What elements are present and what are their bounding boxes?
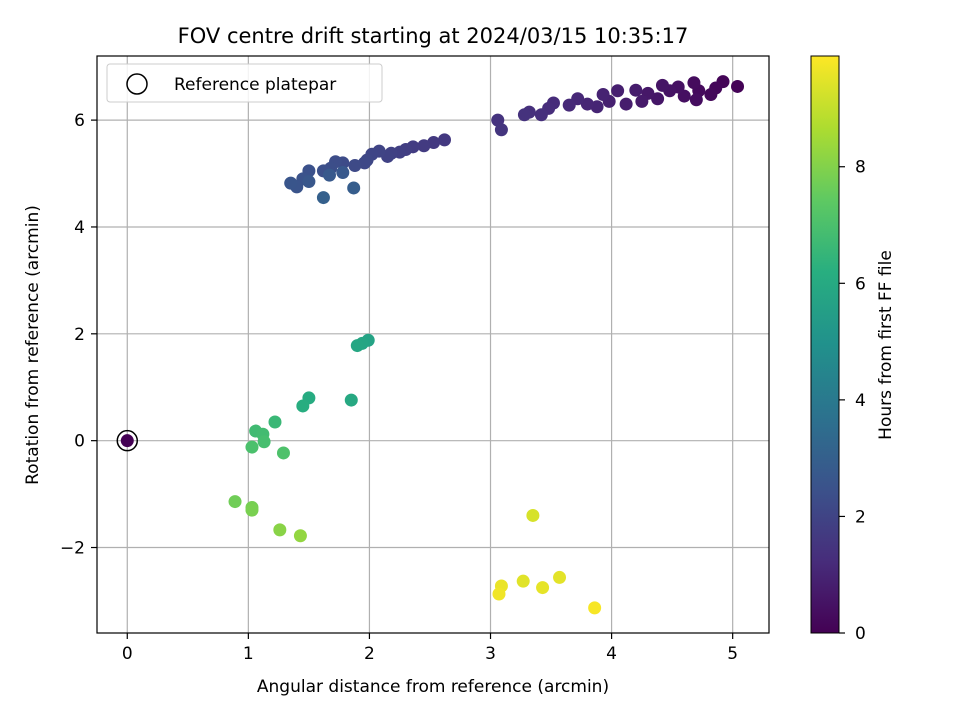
data-point bbox=[344, 393, 358, 407]
legend-entry-reference: Reference platepar bbox=[174, 75, 336, 95]
data-point bbox=[296, 399, 310, 413]
x-axis-label: Angular distance from reference (arcmin) bbox=[257, 677, 609, 697]
data-point bbox=[293, 529, 307, 543]
x-axis: 0 1 2 3 4 5 bbox=[122, 633, 738, 664]
y-axis-label: Rotation from reference (arcmin) bbox=[23, 205, 43, 485]
data-point bbox=[731, 79, 745, 93]
reference-marker bbox=[116, 429, 139, 452]
data-point bbox=[619, 97, 633, 111]
colorbar-tick-label: 6 bbox=[855, 274, 866, 294]
data-point bbox=[348, 159, 362, 173]
data-point bbox=[284, 176, 298, 190]
data-point bbox=[704, 87, 718, 101]
data-point bbox=[517, 108, 531, 122]
data-point bbox=[417, 139, 431, 153]
data-point bbox=[516, 574, 530, 588]
data-point bbox=[526, 508, 540, 522]
x-tick-label: 5 bbox=[727, 644, 738, 664]
x-tick-label: 4 bbox=[606, 644, 617, 664]
data-point bbox=[120, 434, 134, 448]
colorbar-tick-label: 0 bbox=[855, 624, 866, 644]
y-tick-label: 6 bbox=[74, 111, 85, 131]
y-axis: −2 0 2 4 6 bbox=[60, 111, 97, 559]
x-tick-label: 3 bbox=[485, 644, 496, 664]
data-point bbox=[257, 435, 271, 449]
x-tick-label: 1 bbox=[243, 644, 254, 664]
colorbar-tick-label: 2 bbox=[855, 507, 866, 527]
y-tick-label: 0 bbox=[74, 432, 85, 452]
data-point bbox=[268, 415, 282, 429]
x-tick-label: 0 bbox=[122, 644, 133, 664]
data-point bbox=[629, 83, 643, 97]
data-point bbox=[596, 87, 610, 101]
chart-title: FOV centre drift starting at 2024/03/15 … bbox=[178, 24, 689, 48]
data-point bbox=[655, 78, 669, 92]
data-point bbox=[580, 97, 594, 111]
colorbar: 0 2 4 6 8 Hours from first FF file bbox=[810, 55, 896, 644]
data-point bbox=[228, 495, 242, 509]
data-point bbox=[534, 108, 548, 122]
y-tick-label: 2 bbox=[74, 325, 85, 345]
reference-platepar-marker bbox=[116, 429, 139, 452]
data-point bbox=[635, 94, 649, 108]
data-point bbox=[588, 601, 602, 615]
data-point bbox=[316, 191, 330, 205]
y-tick-label: 4 bbox=[74, 218, 85, 238]
y-tick-label: −2 bbox=[60, 539, 85, 559]
data-point bbox=[302, 175, 316, 189]
data-points bbox=[120, 75, 745, 615]
data-point bbox=[347, 181, 361, 195]
data-point bbox=[687, 76, 701, 90]
colorbar-label: Hours from first FF file bbox=[876, 250, 896, 440]
x-tick-label: 2 bbox=[364, 644, 375, 664]
data-point bbox=[350, 339, 364, 353]
data-point bbox=[651, 92, 665, 106]
colorbar-ticks: 0 2 4 6 8 bbox=[839, 158, 866, 644]
legend: Reference platepar bbox=[106, 63, 383, 103]
data-point bbox=[553, 570, 567, 584]
data-point bbox=[562, 98, 576, 112]
legend-marker bbox=[126, 73, 148, 95]
data-point bbox=[273, 523, 287, 537]
data-point bbox=[492, 587, 506, 601]
data-point bbox=[276, 446, 290, 460]
legend-box bbox=[106, 63, 383, 103]
colorbar-tick-label: 4 bbox=[855, 391, 866, 411]
plot-area-frame bbox=[96, 55, 770, 634]
data-point bbox=[245, 440, 259, 454]
data-point bbox=[245, 503, 259, 517]
data-point bbox=[494, 123, 508, 137]
data-point bbox=[689, 93, 703, 107]
colorbar-tick-label: 8 bbox=[855, 158, 866, 178]
data-point bbox=[322, 168, 336, 182]
colorbar-gradient bbox=[810, 55, 840, 634]
data-point bbox=[611, 84, 625, 98]
data-point bbox=[438, 133, 452, 147]
data-point bbox=[536, 581, 550, 595]
data-point bbox=[336, 165, 350, 179]
